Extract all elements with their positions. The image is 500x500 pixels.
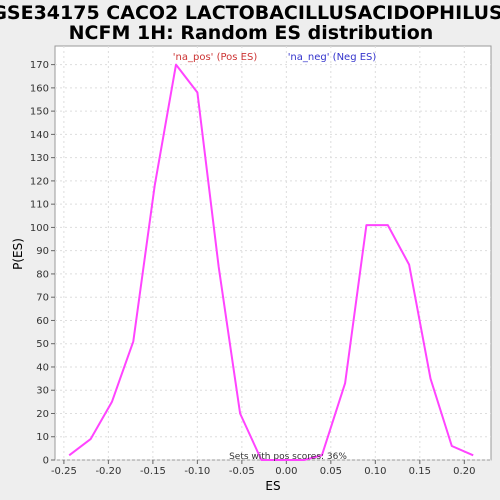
- y-tick-label: 60: [36, 316, 49, 327]
- legend-pos-label: 'na_pos' (Pos ES): [173, 52, 258, 63]
- y-tick-label: 120: [30, 176, 49, 187]
- y-tick-label: 10: [36, 432, 49, 443]
- y-tick-label: 40: [36, 362, 49, 373]
- y-tick-label: 160: [30, 83, 49, 94]
- x-tick-label: 0.00: [275, 466, 297, 477]
- y-tick-label: 30: [36, 386, 49, 397]
- y-tick-label: 110: [30, 200, 49, 211]
- y-tick-label: 20: [36, 409, 49, 420]
- x-tick-label: -0.15: [140, 466, 166, 477]
- y-tick-label: 50: [36, 339, 49, 350]
- y-tick-label: 140: [30, 130, 49, 141]
- x-axis-label: ES: [265, 479, 280, 493]
- y-tick-label: 90: [36, 246, 49, 257]
- plot-area: [54, 45, 492, 461]
- series-layer: [68, 63, 474, 461]
- legend-neg-label: 'na_neg' (Neg ES): [288, 52, 377, 63]
- chart-title-line-2: NCFM 1H: Random ES distribution: [69, 22, 434, 44]
- x-tick-label: 0.20: [453, 466, 475, 477]
- y-axis-ticks: 0 10 20 30 40 50 60 70 80 90 100 110 120 130 140 150 160…: [30, 60, 55, 467]
- x-tick-label: -0.05: [229, 466, 255, 477]
- x-tick-label: -0.20: [95, 466, 121, 477]
- grid-lines: [55, 46, 491, 461]
- x-axis-ticks: -0.25 -0.20 -0.15 -0.10 -0.05 0.00 0.05 0.10 0.1…: [51, 460, 475, 477]
- y-axis-label: P(ES): [11, 238, 25, 270]
- x-tick-label: -0.25: [51, 466, 77, 477]
- y-tick-label: 170: [30, 60, 49, 71]
- y-tick-label: 70: [36, 293, 49, 304]
- y-tick-label: 80: [36, 269, 49, 280]
- y-tick-label: 130: [30, 153, 49, 164]
- x-tick-label: 0.15: [409, 466, 431, 477]
- chart-title-line-1: GSE34175 CACO2 LACTOBACILLUSACIDOPHILUS: [0, 2, 500, 24]
- y-tick-label: 100: [30, 223, 49, 234]
- x-tick-label: 0.10: [364, 466, 386, 477]
- x-tick-label: 0.05: [320, 466, 342, 477]
- series-line: [68, 63, 474, 461]
- x-tick-label: -0.10: [184, 466, 210, 477]
- y-tick-label: 150: [30, 107, 49, 118]
- y-tick-label: 0: [43, 456, 49, 467]
- pos-scores-annotation: Sets with pos scores: 36%: [229, 452, 347, 462]
